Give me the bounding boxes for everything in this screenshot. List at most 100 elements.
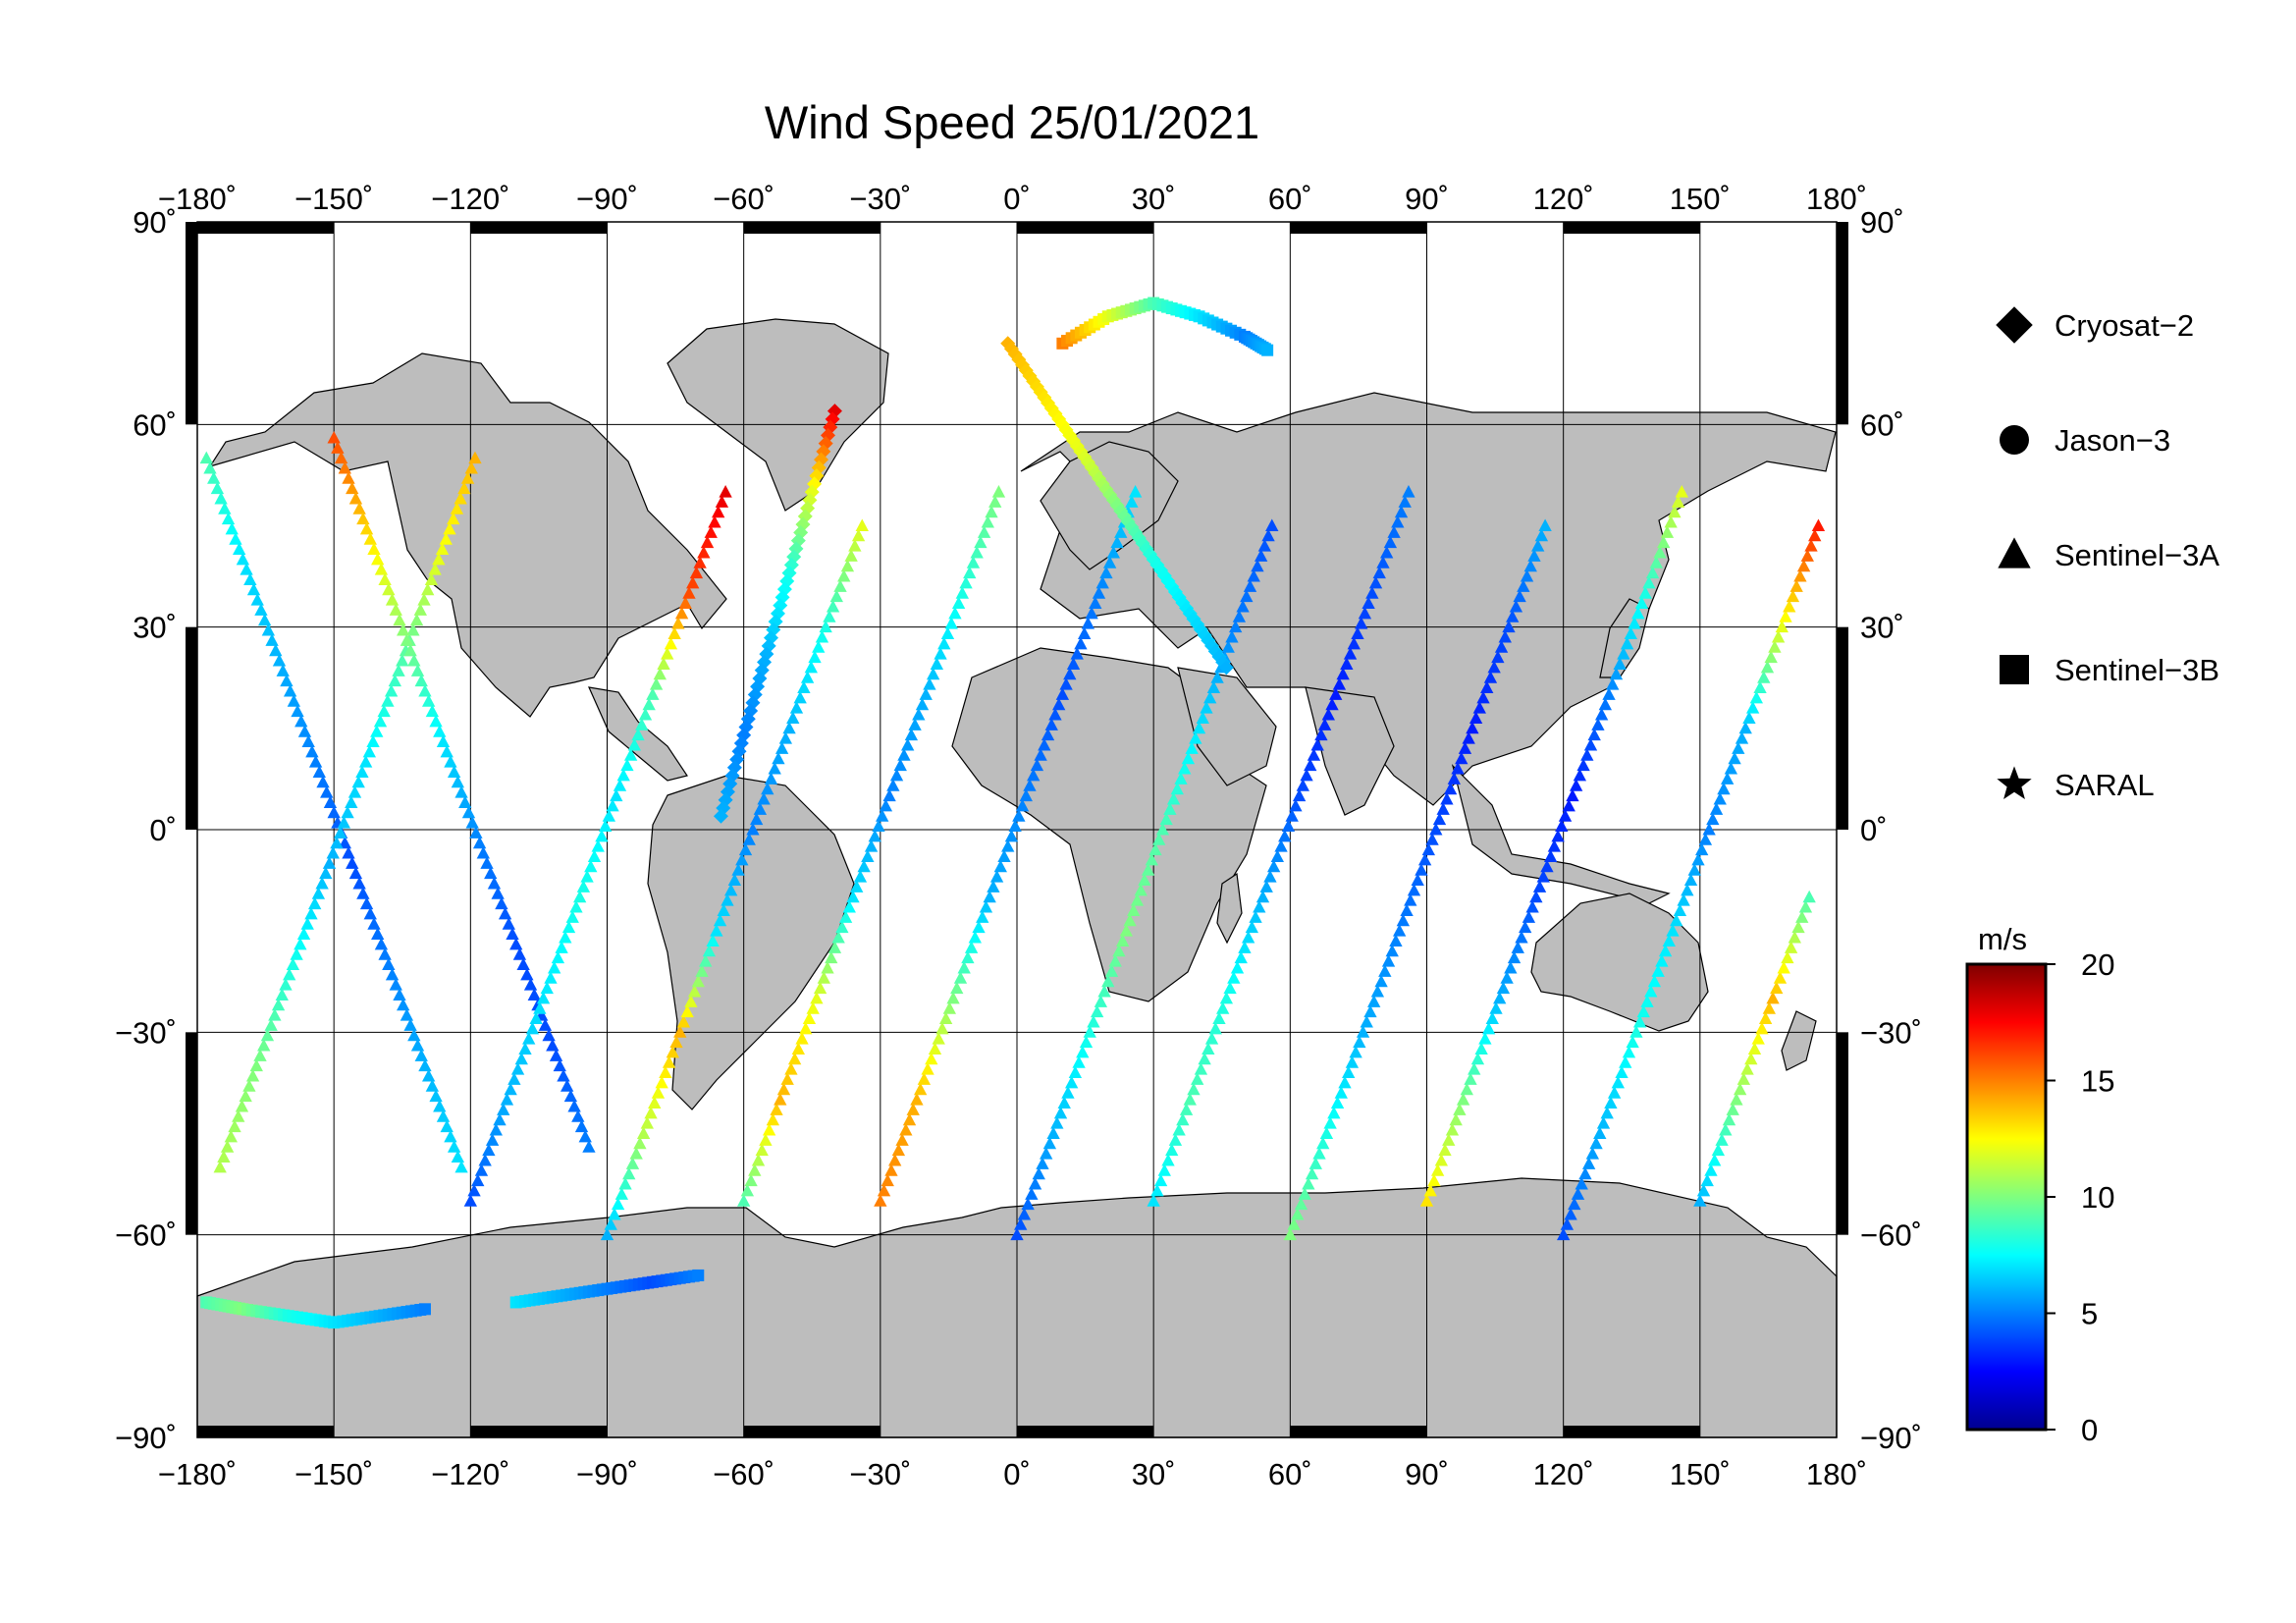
wind-speed-mark (934, 647, 947, 660)
wind-speed-mark (1389, 934, 1403, 947)
wind-speed-mark (1536, 870, 1550, 883)
lat-tick-label-right: −30˚ (1860, 1015, 1922, 1050)
wind-speed-mark (388, 674, 401, 687)
lon-tick-label-bottom: 30˚ (1132, 1457, 1176, 1491)
wind-speed-mark (363, 532, 377, 545)
wind-speed-mark (764, 772, 778, 784)
wind-speed-mark (283, 683, 297, 697)
wind-speed-mark (614, 1187, 629, 1200)
wind-speed-mark (1255, 890, 1270, 903)
wind-speed-mark (774, 1093, 787, 1106)
wind-speed-mark (1525, 900, 1539, 913)
wind-speed-mark (985, 505, 998, 518)
wind-speed-mark (487, 876, 502, 890)
wind-speed-mark (587, 849, 602, 862)
wind-speed-mark (1325, 697, 1339, 711)
wind-speed-mark (1356, 1025, 1370, 1038)
wind-speed-mark (555, 941, 568, 953)
wind-speed-mark (544, 971, 558, 984)
wind-speed-mark (1128, 485, 1143, 498)
legend-label: Sentinel−3A (2055, 538, 2219, 572)
wind-speed-mark (780, 1072, 794, 1085)
wind-speed-mark (1498, 629, 1512, 643)
legend-star-icon (1997, 766, 2032, 800)
wind-speed-mark (708, 515, 721, 528)
wind-speed-mark (1717, 782, 1731, 795)
wind-speed-mark (872, 819, 885, 833)
frame-band-top (1563, 222, 1700, 234)
wind-speed-mark (1764, 650, 1778, 664)
wind-speed-mark (363, 906, 377, 920)
frame-band-bottom (1290, 1426, 1427, 1437)
lon-tick-label-bottom: 180˚ (1806, 1457, 1867, 1491)
wind-speed-mark (341, 805, 354, 819)
wind-speed-mark (1713, 791, 1727, 805)
frame-band-bottom (1563, 1426, 1700, 1437)
wind-speed-mark (1762, 1001, 1777, 1014)
wind-speed-mark (458, 795, 472, 808)
wind-speed-mark (784, 1062, 798, 1075)
wind-speed-mark (1732, 741, 1745, 754)
wind-speed-mark (1660, 525, 1675, 538)
wind-speed-mark (358, 755, 373, 768)
wind-speed-mark (232, 1109, 245, 1122)
wind-speed-mark (1470, 1052, 1485, 1065)
wind-speed-mark (574, 1119, 589, 1133)
wind-speed-mark (1263, 870, 1277, 883)
wind-speed-mark (742, 833, 756, 845)
wind-speed-mark (993, 859, 1007, 873)
wind-speed-mark (1449, 1112, 1463, 1126)
lat-tick-label-left: −90˚ (115, 1421, 177, 1455)
wind-speed-mark (1709, 802, 1724, 815)
wind-speed-mark (937, 636, 951, 650)
wind-speed-mark (1593, 1126, 1607, 1139)
frame-band-bottom (197, 1426, 335, 1437)
wind-speed-mark (1274, 839, 1288, 852)
wind-speed-mark (1312, 1147, 1326, 1160)
wind-speed-mark (352, 502, 366, 514)
wind-speed-mark (1223, 981, 1237, 995)
wind-speed-mark (1163, 802, 1177, 815)
wind-speed-mark (480, 856, 494, 869)
wind-speed-mark (770, 1103, 783, 1115)
wind-speed-mark (797, 680, 811, 694)
wind-speed-mark (1234, 950, 1248, 964)
wind-speed-mark (421, 582, 435, 596)
wind-speed-mark (976, 910, 989, 923)
wind-speed-mark (371, 927, 385, 941)
wind-speed-mark (334, 451, 348, 464)
wind-speed-mark (276, 664, 290, 676)
wind-speed-mark (1236, 599, 1250, 613)
wind-speed-mark (874, 1194, 887, 1207)
wind-speed-mark (1600, 1106, 1614, 1119)
wind-speed-mark (1555, 819, 1569, 833)
frame-band-top (470, 222, 608, 234)
wind-speed-mark (591, 839, 605, 852)
wind-speed-mark (1198, 1052, 1211, 1065)
wind-speed-mark (1811, 518, 1826, 531)
wind-speed-mark (464, 460, 478, 474)
wind-speed-mark (1575, 1177, 1588, 1190)
wind-speed-mark (1538, 518, 1552, 531)
wind-speed-mark (1372, 566, 1386, 579)
lon-tick-label-top: −180˚ (158, 182, 237, 216)
wind-speed-mark (338, 460, 351, 474)
wind-speed-mark (910, 1093, 924, 1106)
wind-speed-mark (425, 1079, 440, 1092)
wind-speed-mark (1304, 758, 1317, 772)
wind-speed-marks (199, 297, 1826, 1329)
lat-tick-label-left: −60˚ (115, 1218, 177, 1253)
wind-speed-mark (1417, 852, 1432, 866)
wind-speed-mark (385, 593, 400, 606)
wind-speed-mark (932, 1032, 945, 1045)
wind-speed-mark (523, 978, 538, 991)
wind-speed-mark (1791, 920, 1805, 934)
wind-speed-mark (359, 521, 374, 535)
colorbar-tick-label: 0 (2081, 1413, 2098, 1447)
wind-speed-mark (1014, 1217, 1028, 1230)
wind-speed-mark (964, 941, 979, 953)
lon-tick-label-bottom: 90˚ (1405, 1457, 1449, 1491)
wind-speed-mark (429, 714, 443, 728)
wind-speed-mark (346, 481, 359, 495)
wind-speed-mark (740, 1183, 755, 1197)
